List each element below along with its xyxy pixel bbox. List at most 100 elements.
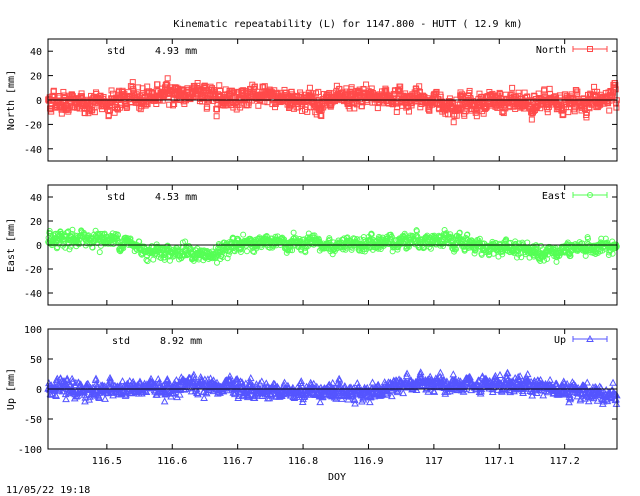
north-data-point xyxy=(571,108,578,115)
north-data-point xyxy=(612,86,619,93)
north-data-point xyxy=(382,85,389,92)
up-series-points xyxy=(44,368,621,407)
east-data-point xyxy=(61,236,68,243)
north-data-point xyxy=(348,84,355,91)
north-data-point xyxy=(159,97,166,104)
north-data-point xyxy=(496,91,503,98)
east-std-label: std xyxy=(107,192,125,203)
north-data-point xyxy=(416,83,423,90)
east-data-point xyxy=(63,229,70,236)
north-data-point xyxy=(559,105,566,112)
up-std-value: 8.92 mm xyxy=(160,336,202,347)
timestamp: 11/05/22 19:18 xyxy=(6,485,90,496)
north-data-point xyxy=(613,100,620,107)
north-data-point xyxy=(231,89,238,96)
north-data-point xyxy=(306,84,313,91)
north-data-point xyxy=(194,80,201,87)
up-std-label: std xyxy=(112,336,130,347)
north-data-point xyxy=(156,97,163,104)
north-data-point xyxy=(295,104,302,111)
y-tick-label: 50 xyxy=(30,355,42,366)
north-data-point xyxy=(164,75,171,82)
north-data-point xyxy=(374,105,381,112)
north-data-point xyxy=(272,104,279,111)
east-data-point xyxy=(150,256,157,263)
north-data-point xyxy=(606,107,613,114)
east-y-axis-label: East [mm] xyxy=(6,218,17,272)
east-data-point xyxy=(110,241,117,248)
north-data-point xyxy=(304,108,311,115)
up-data-point xyxy=(583,378,592,386)
y-tick-label: -20 xyxy=(24,265,42,276)
east-data-point xyxy=(114,232,121,239)
north-data-point xyxy=(461,112,468,119)
y-tick-label: 0 xyxy=(36,241,42,252)
north-data-point xyxy=(499,109,506,116)
north-data-point xyxy=(405,108,412,115)
east-data-point xyxy=(144,258,151,265)
north-data-point xyxy=(124,103,131,110)
north-data-point xyxy=(528,116,535,123)
north-data-point xyxy=(129,79,136,86)
y-tick-label: -50 xyxy=(24,415,42,426)
north-data-point xyxy=(261,83,268,90)
north-data-point xyxy=(50,87,57,94)
north-data-point xyxy=(358,103,365,110)
north-data-point xyxy=(318,113,325,120)
east-data-point xyxy=(143,256,150,263)
north-data-point xyxy=(181,100,188,107)
north-data-point xyxy=(201,83,208,90)
north-data-point xyxy=(473,113,480,120)
x-tick-label: 116.9 xyxy=(353,456,383,467)
north-data-point xyxy=(396,87,403,94)
y-tick-label: 20 xyxy=(30,72,42,83)
up-data-point xyxy=(449,370,458,378)
north-data-point xyxy=(591,83,598,90)
up-data-point xyxy=(523,370,532,378)
north-data-point xyxy=(612,82,619,89)
y-tick-label: -40 xyxy=(24,145,42,156)
y-tick-label: 40 xyxy=(30,193,42,204)
north-data-point xyxy=(216,82,223,89)
north-std-value: 4.93 mm xyxy=(155,46,197,57)
north-data-point xyxy=(169,102,176,109)
up-data-point xyxy=(496,370,504,378)
east-data-point xyxy=(96,249,103,256)
x-tick-label: 116.8 xyxy=(288,456,318,467)
east-legend-label: East xyxy=(542,191,566,202)
north-data-point xyxy=(60,88,67,95)
figure-title: Kinematic repeatability (L) for 1147.800… xyxy=(173,19,522,30)
north-data-point xyxy=(574,88,581,95)
north-data-point xyxy=(237,104,244,111)
north-data-point xyxy=(476,90,483,97)
y-tick-label: 0 xyxy=(36,96,42,107)
x-tick-label: 116.7 xyxy=(223,456,253,467)
north-legend-symbol xyxy=(572,46,608,52)
north-data-point xyxy=(466,87,473,94)
north-data-point xyxy=(450,119,457,126)
x-tick-label: 117.1 xyxy=(484,456,514,467)
north-data-point xyxy=(171,100,178,107)
east-data-point xyxy=(290,229,297,236)
up-data-point xyxy=(609,378,617,386)
up-legend: Up xyxy=(554,334,608,346)
north-y-axis-label: North [mm] xyxy=(6,70,17,130)
y-tick-label: -20 xyxy=(24,120,42,131)
east-data-point xyxy=(243,248,250,255)
north-data-point xyxy=(213,113,220,120)
y-tick-label: -100 xyxy=(18,445,42,456)
north-data-point xyxy=(456,107,463,114)
north-legend-label: North xyxy=(536,45,566,56)
north-data-point xyxy=(48,108,55,115)
up-y-axis-label: Up [mm] xyxy=(6,368,17,410)
y-tick-label: 20 xyxy=(30,217,42,228)
north-data-point xyxy=(204,104,211,111)
up-data-point xyxy=(399,389,408,397)
up-data-point xyxy=(101,394,109,402)
y-tick-label: 0 xyxy=(36,385,42,396)
north-data-point xyxy=(108,87,115,94)
x-tick-label: 117.2 xyxy=(550,456,580,467)
north-data-point xyxy=(222,86,229,93)
